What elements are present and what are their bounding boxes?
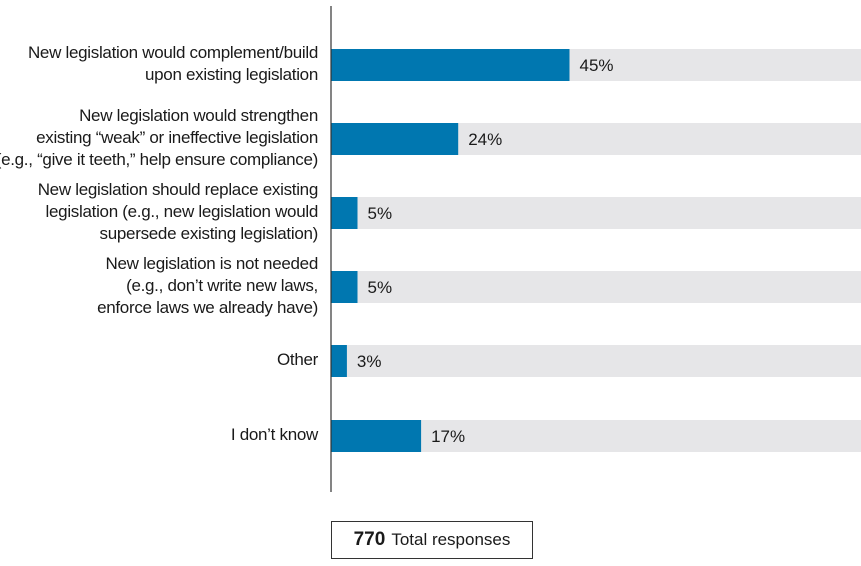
category-label: New legislation would strengthen existin… bbox=[0, 106, 318, 169]
bar-track bbox=[331, 345, 861, 377]
total-responses-box: 770 Total responses bbox=[331, 521, 533, 559]
category-label: New legislation would complement/build u… bbox=[27, 43, 318, 84]
bar bbox=[331, 271, 358, 303]
bar-value-label: 5% bbox=[368, 278, 393, 297]
bar-value-label: 3% bbox=[357, 352, 382, 371]
bar-value-label: 5% bbox=[368, 204, 393, 223]
bar bbox=[331, 49, 570, 81]
category-label: New legislation should replace existing … bbox=[37, 180, 319, 243]
bar bbox=[331, 197, 358, 229]
bar-value-label: 24% bbox=[468, 130, 502, 149]
total-count: 770 bbox=[353, 529, 386, 550]
bar-track bbox=[331, 197, 861, 229]
bar bbox=[331, 420, 422, 452]
total-label: Total responses bbox=[391, 530, 511, 549]
category-label: Other bbox=[276, 350, 318, 369]
bar bbox=[331, 123, 459, 155]
bar-value-label: 17% bbox=[431, 427, 465, 446]
category-label: I don’t know bbox=[230, 425, 318, 444]
bar bbox=[331, 345, 347, 377]
category-label: New legislation is not needed (e.g., don… bbox=[97, 254, 318, 317]
bar-value-label: 45% bbox=[580, 56, 614, 75]
bar-track bbox=[331, 271, 861, 303]
